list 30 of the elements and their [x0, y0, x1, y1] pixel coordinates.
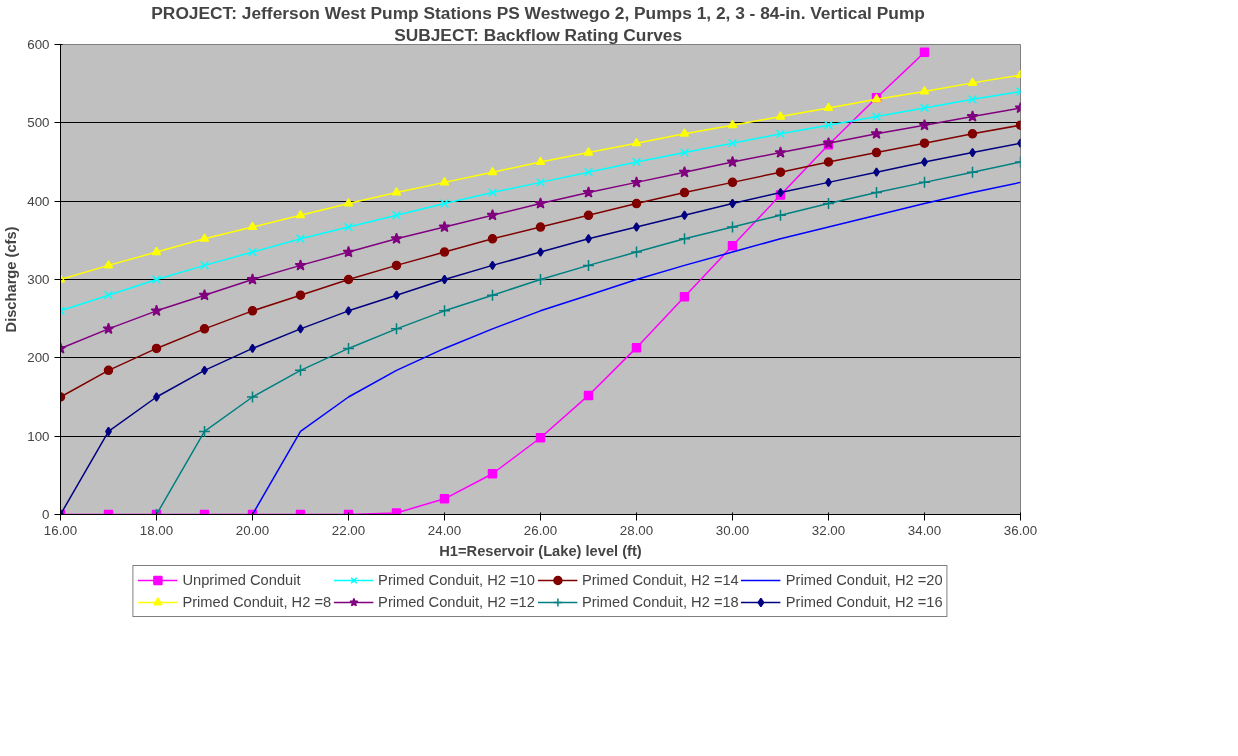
chart-subtitle: SUBJECT: Backflow Rating Curves	[394, 24, 683, 45]
legend-label: Primed Conduit, H2 =18	[581, 594, 739, 610]
y-tick-label: 0	[42, 507, 50, 522]
legend-label: Primed Conduit, H2 =20	[785, 572, 943, 588]
y-tick-label: 600	[27, 37, 50, 52]
y-tick-label: 300	[27, 272, 50, 287]
legend-label: Primed Conduit, H2 =16	[785, 594, 943, 610]
x-tick-label: 36.00	[1003, 522, 1038, 538]
x-tick-label: 22.00	[331, 522, 366, 538]
y-tick-label: 400	[27, 193, 50, 209]
x-tick-label: 20.00	[235, 522, 270, 538]
x-tick-label: 18.00	[139, 522, 174, 538]
x-tick-label: 16.00	[43, 522, 78, 538]
x-tick-label: 24.00	[427, 522, 462, 538]
legend-label: Primed Conduit, H2 =10	[378, 572, 535, 588]
x-tick-label: 30.00	[715, 522, 750, 538]
x-tick-label: 28.00	[619, 522, 654, 538]
x-tick-label: 32.00	[811, 522, 846, 538]
x-tick-label: 26.00	[523, 522, 558, 538]
y-tick-label: 500	[27, 115, 50, 131]
y-tick-label: 100	[27, 428, 50, 444]
legend-label: Primed Conduit, H2 =12	[378, 594, 535, 610]
y-tick-label: 200	[27, 350, 50, 366]
legend-label: Primed Conduit, H2 =8	[182, 594, 332, 610]
y-axis-title: Discharge (cfs)	[3, 226, 20, 333]
x-tick-label: 34.00	[907, 522, 942, 538]
x-axis-title: H1=Reservoir (Lake) level (ft)	[439, 542, 642, 559]
legend-label: Unprimed Conduit	[182, 572, 301, 588]
chart-title: PROJECT: Jefferson West Pump Stations PS Westwego 2, Pumps 1, 2, 3 - 84-in. Vertical Pump	[151, 2, 925, 23]
legend-label: Primed Conduit, H2 =14	[581, 572, 739, 588]
